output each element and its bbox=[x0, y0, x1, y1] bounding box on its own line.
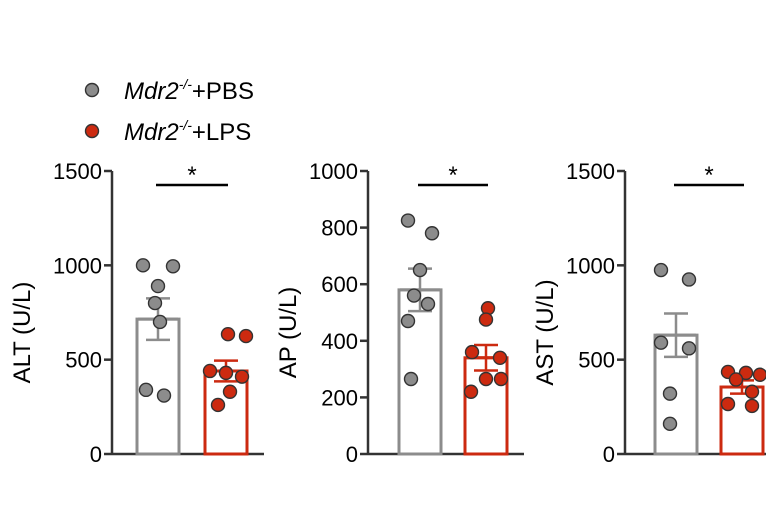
y-tick-label: 1000 bbox=[566, 253, 615, 278]
chart-panel: 0 500 1000 1500 AST (U/L) * bbox=[532, 159, 766, 467]
y-tick-label: 200 bbox=[321, 385, 358, 410]
data-point bbox=[236, 370, 249, 383]
legend-label: Mdr2-/-+LPS bbox=[124, 117, 251, 146]
data-point bbox=[220, 366, 233, 379]
legend-item: Mdr2-/-+LPS bbox=[86, 117, 252, 146]
data-point bbox=[224, 385, 237, 398]
data-point bbox=[204, 364, 217, 377]
data-point bbox=[158, 389, 171, 402]
data-point bbox=[655, 264, 668, 277]
data-point bbox=[683, 273, 696, 286]
y-tick-label: 400 bbox=[321, 329, 358, 354]
data-point bbox=[212, 398, 225, 411]
significance-label: * bbox=[448, 162, 457, 189]
y-tick-label: 0 bbox=[346, 442, 358, 467]
legend-marker bbox=[86, 84, 99, 97]
data-point bbox=[722, 398, 735, 411]
data-point bbox=[167, 260, 180, 273]
y-tick-label: 1000 bbox=[309, 159, 358, 184]
data-point bbox=[152, 280, 165, 293]
data-point bbox=[480, 313, 493, 326]
y-tick-label: 500 bbox=[65, 348, 102, 373]
y-tick-label: 1000 bbox=[53, 253, 102, 278]
data-point bbox=[408, 289, 421, 302]
data-point bbox=[405, 373, 418, 386]
y-tick-label: 0 bbox=[603, 442, 615, 467]
data-point bbox=[240, 330, 253, 343]
data-point bbox=[137, 259, 150, 272]
data-point bbox=[730, 373, 743, 386]
y-axis-title: AP (U/L) bbox=[275, 287, 302, 379]
data-point bbox=[149, 297, 162, 310]
data-point bbox=[683, 342, 696, 355]
data-point bbox=[480, 373, 493, 386]
legend-label: Mdr2-/-+PBS bbox=[124, 76, 254, 105]
data-point bbox=[422, 298, 435, 311]
y-tick-label: 0 bbox=[90, 442, 102, 467]
chart-panel: 0 200 400 600 800 1000 AP (U/L) * bbox=[275, 159, 524, 467]
data-point bbox=[664, 387, 677, 400]
significance-label: * bbox=[187, 162, 196, 189]
chart-panel: 0 500 1000 1500 ALT (U/L) * bbox=[9, 159, 264, 467]
legend-item: Mdr2-/-+PBS bbox=[86, 76, 254, 105]
data-point bbox=[494, 351, 507, 364]
data-point bbox=[402, 314, 415, 327]
data-point bbox=[466, 346, 479, 359]
data-point bbox=[746, 399, 759, 412]
legend-marker bbox=[86, 125, 99, 138]
y-tick-label: 1500 bbox=[53, 159, 102, 184]
data-point bbox=[746, 385, 759, 398]
y-tick-label: 600 bbox=[321, 272, 358, 297]
data-point bbox=[402, 214, 415, 227]
data-point bbox=[754, 368, 766, 381]
data-point bbox=[495, 373, 508, 386]
y-tick-label: 500 bbox=[578, 348, 615, 373]
y-axis-title: ALT (U/L) bbox=[9, 282, 36, 384]
data-point bbox=[465, 385, 478, 398]
y-tick-label: 1500 bbox=[566, 159, 615, 184]
data-point bbox=[154, 315, 167, 328]
data-point bbox=[655, 336, 668, 349]
data-point bbox=[222, 328, 235, 341]
data-point bbox=[426, 227, 439, 240]
data-point bbox=[664, 417, 677, 430]
y-tick-label: 800 bbox=[321, 216, 358, 241]
significance-label: * bbox=[704, 162, 713, 189]
data-point bbox=[140, 383, 153, 396]
y-axis-title: AST (U/L) bbox=[532, 279, 559, 385]
data-point bbox=[414, 264, 427, 277]
